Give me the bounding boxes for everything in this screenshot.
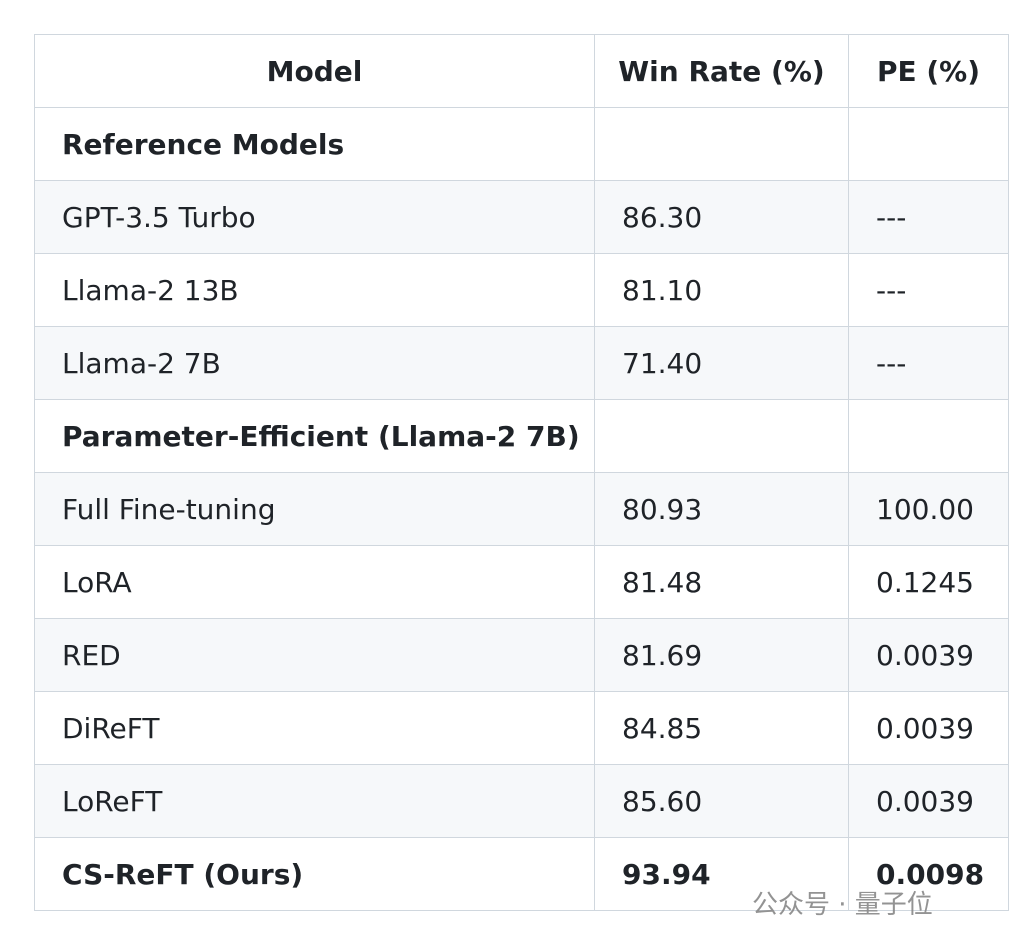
table-cell: 100.00 [848,472,1009,546]
table-cell: 81.48 [594,545,849,619]
table-cell: CS-ReFT (Ours) [34,837,595,911]
table-cell: Llama-2 7B [34,326,595,400]
table-cell: 93.94 [594,837,849,911]
table-row: GPT-3.5 Turbo 86.30 --- [34,180,1009,254]
empty-cell [594,107,849,181]
table-cell: 0.0039 [848,618,1009,692]
table-cell: RED [34,618,595,692]
table-cell: 0.0039 [848,764,1009,838]
table-cell: 81.10 [594,253,849,327]
table-cell: Full Fine-tuning [34,472,595,546]
header-cell: Win Rate (%) [594,34,849,108]
table-row: CS-ReFT (Ours) 93.94 0.0098 [34,837,1009,911]
header-cell: PE (%) [848,34,1009,108]
table-row: LoReFT 85.60 0.0039 [34,764,1009,838]
table-cell: DiReFT [34,691,595,765]
header-cell: Model [34,34,595,108]
table-cell: 85.60 [594,764,849,838]
table-cell: --- [848,326,1009,400]
table-cell: Parameter-Efficient (Llama-2 7B) [34,399,595,473]
table-row: RED 81.69 0.0039 [34,618,1009,692]
table-cell: --- [848,180,1009,254]
results-table: Model Win Rate (%) PE (%) Reference Models… [34,34,1009,911]
table-cell: 0.0098 [848,837,1009,911]
table-cell: 0.0039 [848,691,1009,765]
watermark: 公众号 · 量子位 [752,890,933,920]
table-cell: Llama-2 13B [34,253,595,327]
table-cell: 81.69 [594,618,849,692]
table-cell: --- [848,253,1009,327]
table-row: Llama-2 7B 71.40 --- [34,326,1009,400]
table-cell: 71.40 [594,326,849,400]
empty-cell [848,399,1009,473]
table-cell: 80.93 [594,472,849,546]
table-row: Llama-2 13B 81.10 --- [34,253,1009,327]
table-cell: Reference Models [34,107,595,181]
table-row: Parameter-Efficient (Llama-2 7B) [34,399,1009,473]
table-body: Reference Models GPT-3.5 Turbo 86.30 --- Lla… [34,107,1009,911]
table-cell: 84.85 [594,691,849,765]
table-row: LoRA 81.48 0.1245 [34,545,1009,619]
table-row: DiReFT 84.85 0.0039 [34,691,1009,765]
table-row: Reference Models [34,107,1009,181]
table-cell: LoReFT [34,764,595,838]
empty-cell [594,399,849,473]
empty-cell [848,107,1009,181]
table-row: Full Fine-tuning 80.93 100.00 [34,472,1009,546]
header-row: Model Win Rate (%) PE (%) [34,34,1009,108]
table-cell: 86.30 [594,180,849,254]
table-cell: LoRA [34,545,595,619]
table-cell: 0.1245 [848,545,1009,619]
table-cell: GPT-3.5 Turbo [34,180,595,254]
